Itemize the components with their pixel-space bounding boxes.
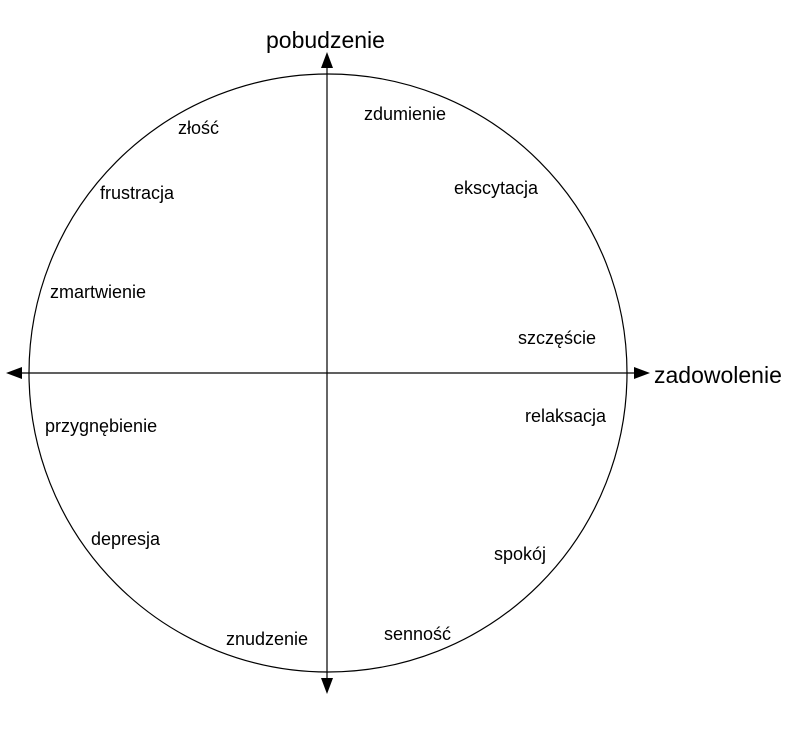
emotion-label: zdumienie	[364, 104, 447, 124]
emotion-label: spokój	[494, 544, 547, 564]
vertical-axis-label: pobudzenie	[266, 27, 385, 53]
emotion-label: frustracja	[100, 183, 175, 203]
emotion-label: złość	[178, 118, 220, 138]
horizontal-axis-left-arrow	[6, 367, 22, 379]
emotion-label: ekscytacja	[454, 178, 539, 198]
emotion-label: przygnębienie	[45, 416, 158, 436]
emotion-label: zmartwienie	[50, 282, 147, 302]
vertical-axis-top-arrow	[321, 52, 333, 68]
vertical-axis-bottom-arrow	[321, 678, 333, 694]
emotion-label: depresja	[91, 529, 161, 549]
emotion-label: senność	[384, 624, 452, 644]
emotion-label: znudzenie	[226, 629, 309, 649]
horizontal-axis-label: zadowolenie	[654, 362, 782, 388]
emotion-label: szczęście	[518, 328, 597, 348]
emotion-label: relaksacja	[525, 406, 607, 426]
horizontal-axis-right-arrow	[634, 367, 650, 379]
